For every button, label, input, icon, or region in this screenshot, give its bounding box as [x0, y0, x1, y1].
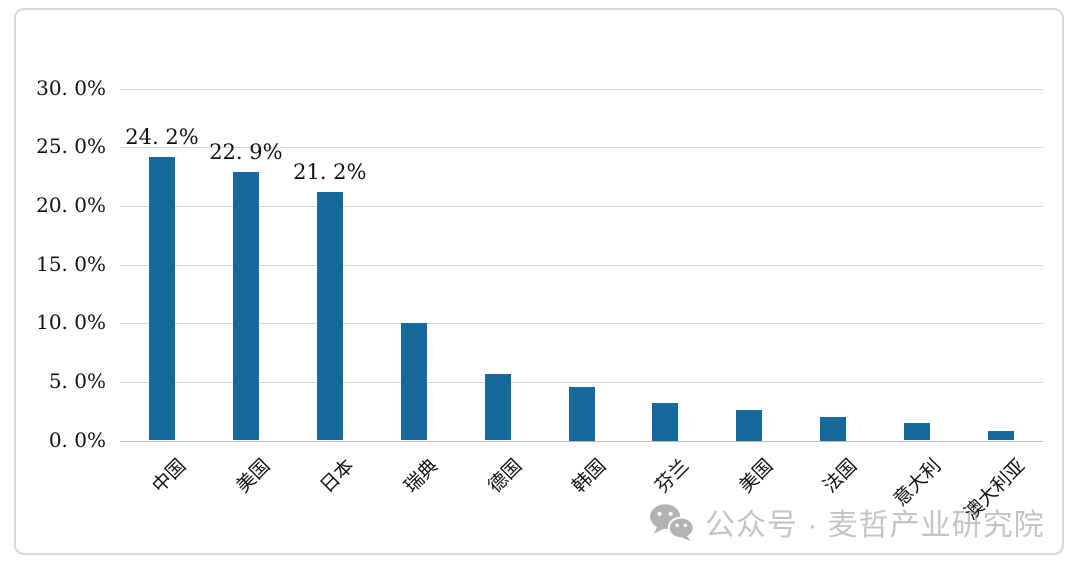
- bar-value-label: 21. 2%: [293, 159, 367, 184]
- y-tick-label: 5. 0%: [48, 368, 106, 393]
- bar: [904, 422, 931, 441]
- x-category-label: 美国: [231, 454, 275, 498]
- bar: [736, 410, 763, 441]
- x-axis-line: [120, 440, 1043, 442]
- x-category-label: 韩国: [567, 454, 610, 498]
- y-tick-label: 15. 0%: [36, 251, 106, 276]
- x-category-label: 德国: [483, 454, 526, 498]
- gridline: [120, 323, 1043, 325]
- bar: [820, 417, 847, 441]
- x-category-label: 法国: [819, 454, 862, 498]
- watermark: 公众号 · 麦哲产业研究院: [648, 500, 1045, 544]
- y-tick-label: 20. 0%: [36, 192, 106, 217]
- gridline: [120, 88, 1043, 90]
- x-category-label: 日本: [315, 454, 359, 498]
- wechat-icon: [650, 503, 695, 541]
- gridline: [120, 205, 1043, 207]
- x-category-label: 瑞典: [399, 454, 443, 498]
- gridline: [120, 381, 1043, 383]
- chart-frame: [14, 8, 1064, 555]
- bar-value-label: 22. 9%: [209, 139, 283, 164]
- y-tick-label: 10. 0%: [36, 310, 106, 335]
- bar: [484, 373, 511, 441]
- y-tick-label: 30. 0%: [36, 75, 106, 100]
- bar: [316, 191, 343, 441]
- gridline: [120, 264, 1043, 266]
- x-category-label: 中国: [147, 454, 191, 498]
- watermark-text: 公众号 · 麦哲产业研究院: [705, 509, 1045, 542]
- bar: [988, 431, 1014, 441]
- bar: [652, 403, 679, 441]
- bar: [568, 386, 595, 441]
- gridline: [120, 147, 1043, 149]
- bar: [232, 171, 259, 441]
- bar: [149, 156, 175, 441]
- y-tick-label: 0. 0%: [48, 427, 106, 452]
- x-category-label: 美国: [735, 454, 778, 498]
- y-tick-label: 25. 0%: [36, 134, 106, 159]
- bar-value-label: 24. 2%: [125, 124, 199, 149]
- x-category-label: 芬兰: [651, 454, 694, 498]
- bar: [400, 323, 427, 441]
